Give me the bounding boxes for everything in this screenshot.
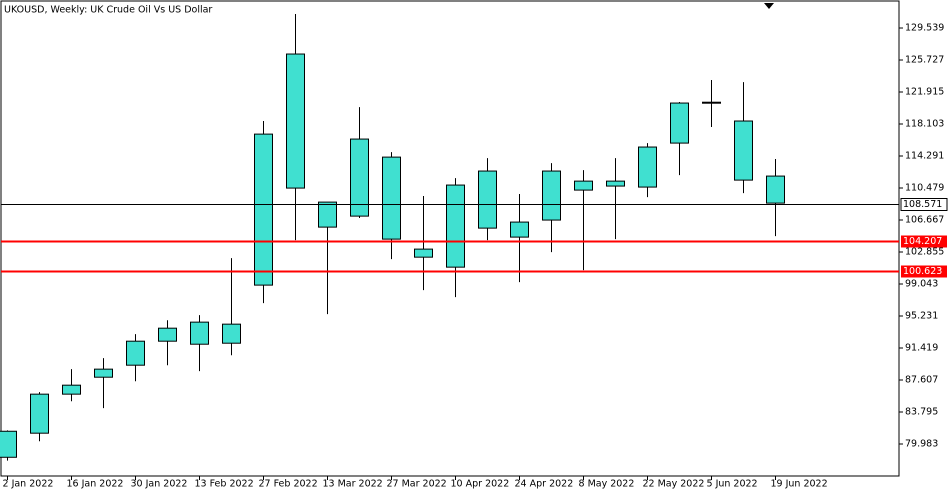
y-tick-label: 129.539 bbox=[905, 23, 944, 34]
x-tick-label: 8 May 2022 bbox=[579, 479, 635, 490]
candle-body bbox=[126, 340, 145, 366]
price-label: 100.623 bbox=[903, 266, 942, 277]
price-label: 104.207 bbox=[903, 236, 942, 247]
y-tick-label: 83.795 bbox=[905, 406, 938, 417]
candle-body bbox=[222, 323, 241, 344]
price-label-box bbox=[901, 235, 947, 248]
x-tick-label: 27 Mar 2022 bbox=[387, 479, 447, 490]
y-tick-label: 87.607 bbox=[905, 374, 938, 385]
y-tick-label: 118.103 bbox=[905, 119, 944, 130]
candle-body bbox=[638, 146, 657, 188]
y-tick-label: 106.667 bbox=[905, 215, 944, 226]
x-tick-label: 16 Jan 2022 bbox=[67, 479, 124, 490]
y-tick-label: 95.231 bbox=[905, 311, 938, 322]
x-tick-label: 27 Feb 2022 bbox=[259, 479, 318, 490]
y-tick-label: 99.043 bbox=[905, 279, 938, 290]
y-tick-label: 110.479 bbox=[905, 183, 944, 194]
x-tick-label: 10 Apr 2022 bbox=[451, 479, 510, 490]
chart-title: UKOUSD, Weekly: UK Crude Oil Vs US Dolla… bbox=[4, 5, 212, 16]
y-tick-label: 79.983 bbox=[905, 438, 938, 449]
candle-body bbox=[190, 321, 209, 345]
x-tick-label: 24 Apr 2022 bbox=[515, 479, 574, 490]
candle-body bbox=[510, 221, 529, 238]
x-tick-label: 19 Jun 2022 bbox=[771, 479, 828, 490]
y-tick-label: 125.727 bbox=[905, 55, 944, 66]
y-tick-label: 91.419 bbox=[905, 342, 938, 353]
candle-body bbox=[382, 156, 401, 240]
candle-body bbox=[574, 180, 593, 191]
candle-body bbox=[30, 393, 49, 434]
y-tick-label: 102.855 bbox=[905, 247, 944, 258]
x-tick-label: 13 Mar 2022 bbox=[323, 479, 383, 490]
candle-body bbox=[158, 327, 177, 342]
candle-body bbox=[254, 133, 273, 286]
candle-body bbox=[318, 201, 337, 228]
shift-marker bbox=[764, 3, 774, 9]
x-tick-label: 2 Jan 2022 bbox=[3, 479, 54, 490]
candle-body bbox=[542, 170, 561, 221]
x-tick-label: 30 Jan 2022 bbox=[131, 479, 188, 490]
candle-body bbox=[414, 248, 433, 258]
candle-body bbox=[0, 430, 17, 458]
price-label-box bbox=[901, 265, 947, 278]
candle-body bbox=[766, 175, 785, 204]
candle-body bbox=[350, 138, 369, 217]
x-tick-label: 22 May 2022 bbox=[643, 479, 705, 490]
candle-body bbox=[286, 53, 305, 189]
candle-body bbox=[94, 368, 113, 378]
price-label: 108.571 bbox=[903, 199, 942, 210]
candle-body bbox=[478, 170, 497, 229]
price-label-box bbox=[900, 198, 948, 211]
candle-body bbox=[670, 102, 689, 144]
candle-body bbox=[734, 120, 753, 181]
x-tick-label: 13 Feb 2022 bbox=[195, 479, 254, 490]
candle-body bbox=[606, 180, 625, 187]
y-tick-label: 114.291 bbox=[905, 151, 944, 162]
candle-body bbox=[62, 384, 81, 395]
candle-body bbox=[446, 184, 465, 268]
x-tick-label: 5 Jun 2022 bbox=[707, 479, 758, 490]
y-tick-label: 121.915 bbox=[905, 87, 944, 98]
candle-body bbox=[702, 101, 721, 104]
